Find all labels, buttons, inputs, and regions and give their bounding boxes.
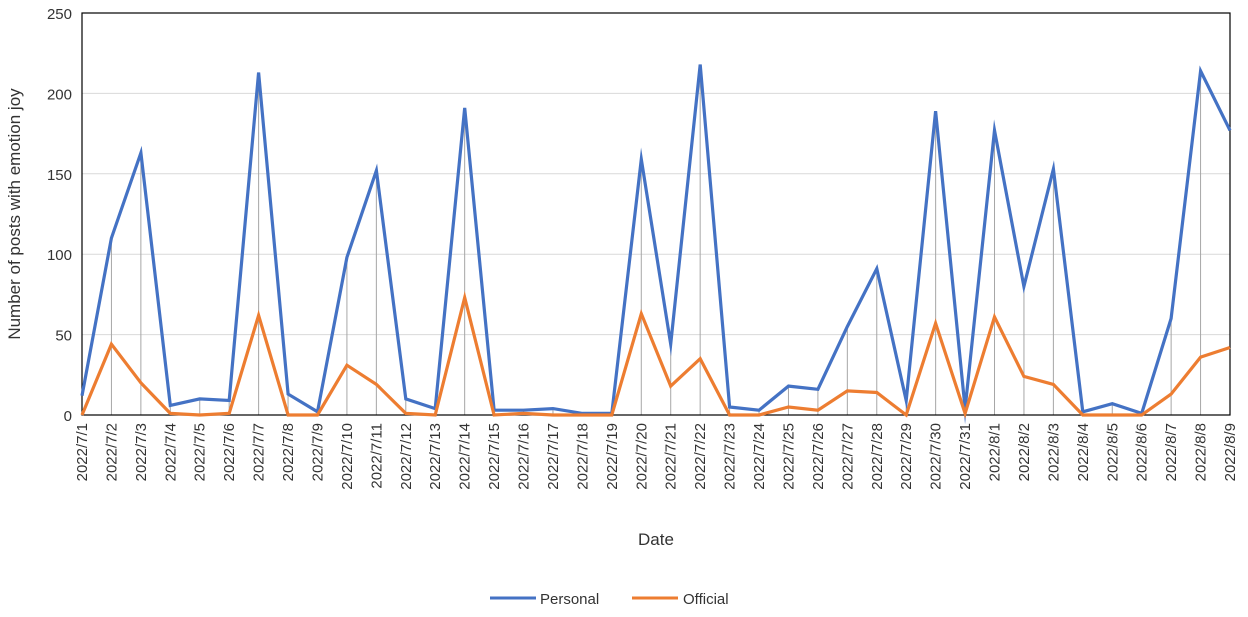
x-tick-label: 2022/7/11 [368,423,385,489]
x-tick-label: 2022/7/22 [692,423,709,490]
y-tick-label: 50 [55,328,72,345]
x-tick-label: 2022/7/12 [398,423,415,490]
x-tick-label: 2022/7/29 [898,423,915,490]
x-tick-label: 2022/7/5 [192,423,209,481]
gridlines [82,92,1230,336]
series-lines [80,64,1232,425]
y-axis-ticks: 0 50 100 150 200 250 [47,6,72,425]
x-tick-label: 2022/7/14 [457,423,474,490]
x-tick-label: 2022/7/31 [957,423,974,490]
legend: Personal Official [490,591,729,608]
y-tick-label: 100 [47,247,72,264]
x-tick-label: 2022/7/28 [869,423,886,490]
x-tick-label: 2022/7/19 [604,423,621,490]
drop-lines [81,64,1231,415]
series-line-personal [80,64,1232,425]
x-tick-label: 2022/8/5 [1104,423,1121,481]
x-tick-label: 2022/7/24 [751,423,768,490]
x-axis-ticks: 2022/7/1 2022/7/2 2022/7/3 2022/7/4 2022/7/5… [74,423,1239,490]
x-tick-label: 2022/8/8 [1193,423,1210,481]
legend-label-personal: Personal [540,591,599,608]
x-tick-label: 2022/7/15 [486,423,503,490]
x-tick-label: 2022/7/2 [103,423,120,481]
x-tick-label: 2022/8/7 [1163,423,1180,481]
series-line-official [80,291,1231,419]
x-tick-label: 2022/7/10 [339,423,356,490]
x-tick-label: 2022/7/13 [427,423,444,490]
x-tick-label: 2022/7/16 [516,423,533,490]
x-tick-label: 2022/7/7 [251,423,268,481]
x-tick-label: 2022/7/20 [633,423,650,490]
x-tick-label: 2022/8/6 [1134,423,1151,481]
x-tick-label: 2022/7/3 [133,423,150,481]
x-tick-label: 2022/7/18 [574,423,591,490]
x-tick-label: 2022/7/25 [780,423,797,490]
x-axis-title: Date [638,530,674,549]
x-tick-label: 2022/7/30 [928,423,945,490]
x-tick-label: 2022/7/1 [74,423,91,481]
x-tick-label: 2022/7/9 [309,423,326,481]
x-tick-label: 2022/8/3 [1045,423,1062,481]
legend-label-official: Official [683,591,729,608]
x-tick-label: 2022/7/8 [280,423,297,481]
plot-area-border [81,12,1231,416]
y-axis-title: Number of posts with emotion joy [5,88,24,340]
x-tick-label: 2022/8/2 [1016,423,1033,481]
y-tick-label: 0 [64,408,72,425]
y-tick-label: 200 [47,86,72,103]
y-tick-label: 250 [47,6,72,23]
x-tick-label: 2022/7/27 [839,423,856,490]
x-tick-label: 2022/7/4 [162,423,179,481]
x-tick-label: 2022/7/21 [663,423,680,490]
x-tick-label: 2022/8/4 [1075,423,1092,481]
x-tick-label: 2022/8/9 [1222,423,1239,481]
x-tick-label: 2022/7/17 [545,423,562,490]
x-tick-label: 2022/8/1 [987,423,1004,481]
x-tick-label: 2022/7/26 [810,423,827,490]
y-tick-label: 150 [47,167,72,184]
x-tick-label: 2022/7/6 [221,423,238,481]
x-tick-label: 2022/7/23 [722,423,739,490]
